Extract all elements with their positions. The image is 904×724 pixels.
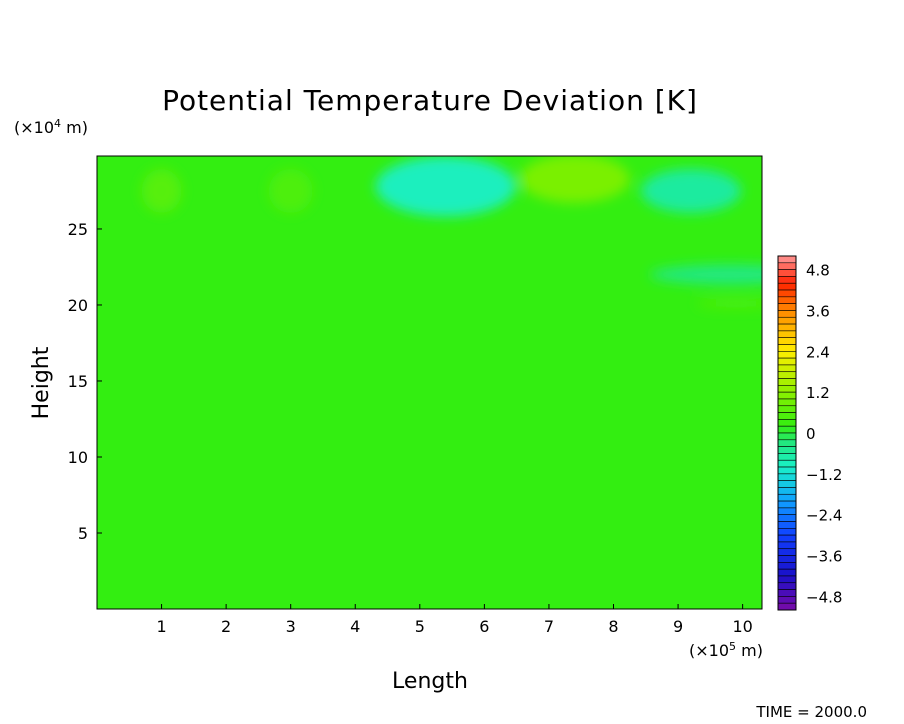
heatmap-feature <box>696 298 762 309</box>
colorbar-cell <box>777 269 797 277</box>
x-tick-label: 5 <box>415 617 425 636</box>
colorbar-tick-label: −2.4 <box>806 507 842 525</box>
colorbar-cell <box>777 351 797 359</box>
heatmap-feature <box>640 168 741 213</box>
colorbar-cell <box>777 282 797 291</box>
colorbar-cell <box>777 303 797 311</box>
colorbar-cell <box>777 548 797 556</box>
x-tick-label: 7 <box>544 617 554 636</box>
colorbar-cell <box>777 405 797 413</box>
heatmap-feature <box>375 156 516 217</box>
colorbar-tick-label: 2.4 <box>806 343 830 361</box>
x-tick-label: 9 <box>673 617 683 636</box>
colorbar-cell <box>777 344 797 352</box>
colorbar-cell <box>777 371 797 379</box>
colorbar-cell <box>777 262 797 270</box>
colorbar: 4.8 3.6 2.4 1.2 0 −1.2 −2.4 −3.6 −4.8 <box>777 255 842 611</box>
colorbar-cell <box>777 276 797 284</box>
colorbar-cell <box>777 255 797 264</box>
y-axis-ticks: 5 10 15 20 25 <box>68 220 102 543</box>
colorbar-cell <box>777 378 797 386</box>
colorbar-tick-label: 0 <box>806 425 816 443</box>
heatmap-plot <box>96 155 763 610</box>
colorbar-cell <box>777 289 797 298</box>
colorbar-cell <box>777 487 797 495</box>
colorbar-cell <box>777 602 797 611</box>
heatmap-feature <box>268 168 313 213</box>
colorbar-tick-label: 3.6 <box>806 302 830 320</box>
colorbar-cell <box>777 507 797 515</box>
x-unit-label: (×105 m) <box>689 640 763 660</box>
colorbar-cell <box>777 412 797 420</box>
colorbar-cell <box>777 568 797 577</box>
colorbar-cell <box>777 521 797 529</box>
colorbar-cell <box>777 432 797 441</box>
colorbar-cell <box>777 562 797 570</box>
x-tick-label: 4 <box>350 617 360 636</box>
colorbar-cell <box>777 453 797 461</box>
colorbar-cell <box>777 534 797 543</box>
colorbar-cell <box>777 419 797 427</box>
colorbar-cell <box>777 296 797 304</box>
colorbar-cell <box>777 473 797 481</box>
colorbar-cell <box>777 446 797 454</box>
y-tick-label: 25 <box>68 220 88 239</box>
colorbar-cell <box>777 364 797 373</box>
colorbar-tick-label: 4.8 <box>806 262 830 280</box>
colorbar-cell <box>777 310 797 318</box>
x-axis-ticks: 1 2 3 4 5 6 7 8 9 10 <box>156 604 753 636</box>
y-tick-label: 10 <box>68 448 88 467</box>
y-tick-label: 20 <box>68 296 88 315</box>
x-tick-label: 1 <box>156 617 166 636</box>
plot-frame <box>96 155 763 610</box>
y-tick-label: 15 <box>68 372 88 391</box>
colorbar-cell <box>777 357 797 366</box>
colorbar-tick-label: 1.2 <box>806 384 830 402</box>
colorbar-cell <box>777 555 797 563</box>
chart-title: Potential Temperature Deviation [K] <box>162 84 698 117</box>
colorbar-cell <box>777 330 797 338</box>
colorbar-cell <box>777 337 797 345</box>
x-tick-label: 8 <box>608 617 618 636</box>
colorbar-cell <box>777 323 797 332</box>
colorbar-cell <box>777 582 797 590</box>
colorbar-cell <box>777 514 797 522</box>
time-label: TIME = 2000.0 <box>755 703 867 721</box>
colorbar-cell <box>777 425 797 434</box>
colorbar-cell <box>777 596 797 604</box>
colorbar-cell <box>777 391 797 400</box>
colorbar-tick-label: −3.6 <box>806 548 842 566</box>
heatmap-feature <box>649 264 762 285</box>
colorbar-frame <box>777 255 797 611</box>
colorbar-cell <box>777 398 797 407</box>
colorbar-cell <box>777 466 797 475</box>
y-tick-label: 5 <box>78 524 88 543</box>
colorbar-cell <box>777 385 797 393</box>
x-axis-label: Length <box>392 669 468 694</box>
colorbar-cell <box>777 528 797 536</box>
heatmap-feature <box>141 168 182 213</box>
colorbar-cell <box>777 459 797 468</box>
colorbar-cell <box>777 316 797 325</box>
colorbar-cell <box>777 575 797 584</box>
x-tick-label: 6 <box>479 617 489 636</box>
y-axis-label: Height <box>29 346 54 419</box>
y-unit-label: (×104 m) <box>14 117 88 137</box>
x-tick-label: 3 <box>286 617 296 636</box>
colorbar-cell <box>777 480 797 488</box>
x-tick-label: 10 <box>732 617 752 636</box>
x-tick-label: 2 <box>221 617 231 636</box>
colorbar-cell <box>777 541 797 550</box>
colorbar-cell <box>777 439 797 447</box>
colorbar-tick-label: −1.2 <box>806 466 842 484</box>
colorbar-tick-label: −4.8 <box>806 588 842 606</box>
colorbar-cell <box>777 589 797 597</box>
colorbar-cell <box>777 493 797 502</box>
colorbar-cell <box>777 500 797 509</box>
heatmap-feature <box>519 156 630 203</box>
heatmap-background <box>97 156 762 609</box>
